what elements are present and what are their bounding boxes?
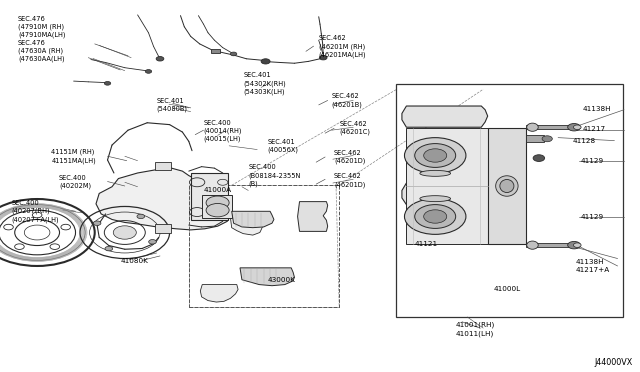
Circle shape <box>319 55 327 60</box>
Text: SEC.400
(40014(RH)
(40015(LH): SEC.400 (40014(RH) (40015(LH) <box>204 120 242 142</box>
Bar <box>202 195 232 218</box>
Circle shape <box>415 205 456 228</box>
Bar <box>406 128 488 244</box>
Bar <box>211 49 220 53</box>
Circle shape <box>404 138 466 173</box>
Circle shape <box>542 136 552 142</box>
Circle shape <box>573 125 581 129</box>
Text: 41138H
41217+A: 41138H 41217+A <box>576 259 611 273</box>
Text: SEC.400
(40207(RH)
(40207+A(LH): SEC.400 (40207(RH) (40207+A(LH) <box>12 200 59 222</box>
Text: SEC.462
(46201C): SEC.462 (46201C) <box>339 121 370 135</box>
Circle shape <box>415 144 456 167</box>
Ellipse shape <box>527 123 538 131</box>
Text: 41128: 41128 <box>573 138 596 144</box>
Circle shape <box>568 124 580 131</box>
Bar <box>526 125 574 129</box>
Ellipse shape <box>500 180 514 193</box>
Text: 41000L: 41000L <box>494 286 521 292</box>
Bar <box>488 128 526 244</box>
Circle shape <box>533 155 545 161</box>
Text: SEC.401
(40056X): SEC.401 (40056X) <box>268 139 298 153</box>
Circle shape <box>230 52 237 56</box>
Circle shape <box>104 81 111 85</box>
Circle shape <box>573 243 581 247</box>
Polygon shape <box>240 268 294 286</box>
Text: SEC.401
(54302K(RH)
(54303K(LH): SEC.401 (54302K(RH) (54303K(LH) <box>243 73 286 95</box>
Polygon shape <box>232 211 274 228</box>
Polygon shape <box>230 218 269 235</box>
Circle shape <box>113 226 136 239</box>
Circle shape <box>424 149 447 162</box>
Ellipse shape <box>420 170 451 176</box>
Bar <box>191 173 228 220</box>
Circle shape <box>105 246 113 251</box>
Text: 41151M (RH)
41151MA(LH): 41151M (RH) 41151MA(LH) <box>51 149 96 164</box>
Polygon shape <box>96 168 230 230</box>
Bar <box>155 224 171 232</box>
Circle shape <box>568 241 580 249</box>
Circle shape <box>261 59 270 64</box>
Text: SEC.400
(40202M): SEC.400 (40202M) <box>59 175 91 189</box>
Bar <box>396 84 623 317</box>
Text: 41121: 41121 <box>415 241 438 247</box>
Text: SEC.462
(46201M (RH)
(46201MA(LH): SEC.462 (46201M (RH) (46201MA(LH) <box>319 35 366 58</box>
Text: SEC.462
(46201D): SEC.462 (46201D) <box>334 173 365 187</box>
Ellipse shape <box>420 196 451 202</box>
Bar <box>189 185 339 307</box>
Text: 41001(RH)
41011(LH): 41001(RH) 41011(LH) <box>456 322 495 337</box>
Circle shape <box>137 214 145 219</box>
Circle shape <box>156 57 164 61</box>
Polygon shape <box>200 285 238 302</box>
Circle shape <box>404 199 466 234</box>
Circle shape <box>93 221 101 225</box>
Text: 41129: 41129 <box>581 158 604 164</box>
Text: 41138H: 41138H <box>582 106 611 112</box>
Bar <box>526 135 544 142</box>
Circle shape <box>424 210 447 223</box>
Text: 41000A: 41000A <box>204 187 232 193</box>
Text: SEC.462
(46201D): SEC.462 (46201D) <box>334 150 365 164</box>
Circle shape <box>148 240 156 244</box>
Text: 41080K: 41080K <box>120 258 148 264</box>
Bar <box>155 162 171 170</box>
Text: 41129: 41129 <box>581 214 604 219</box>
Polygon shape <box>298 202 328 231</box>
Text: SEC.400
(B08184-2355N
(B): SEC.400 (B08184-2355N (B) <box>248 164 301 187</box>
Polygon shape <box>402 183 488 205</box>
Circle shape <box>206 196 229 209</box>
Ellipse shape <box>496 176 518 196</box>
Text: 43000K: 43000K <box>268 277 296 283</box>
Text: SEC.401
(54080B): SEC.401 (54080B) <box>157 98 188 112</box>
Bar <box>526 243 574 247</box>
Ellipse shape <box>527 241 538 249</box>
Text: SEC.476
(47910M (RH)
(47910MA(LH)
SEC.476
(47630A (RH)
(47630AA(LH): SEC.476 (47910M (RH) (47910MA(LH) SEC.47… <box>18 16 65 62</box>
Circle shape <box>145 70 152 73</box>
Polygon shape <box>402 106 488 127</box>
Text: J44000VX: J44000VX <box>594 358 632 367</box>
Text: SEC.462
(46201B): SEC.462 (46201B) <box>332 93 362 108</box>
Circle shape <box>206 203 229 217</box>
Text: 41217: 41217 <box>582 126 605 132</box>
